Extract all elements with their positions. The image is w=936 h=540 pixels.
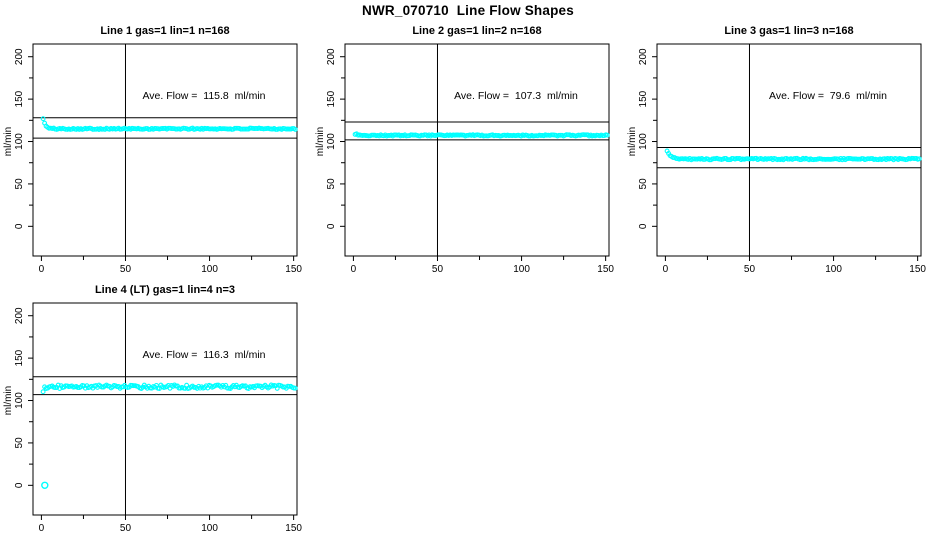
x-axis-ticks	[352, 256, 607, 261]
x-axis-labels: 0 50 100 150	[39, 523, 303, 534]
y-axis-title: ml/min	[3, 127, 14, 156]
y-tick-label: 100	[14, 392, 25, 409]
chart-title-line-3: Line 3 gas=1 lin=3 n=168	[724, 25, 854, 37]
chart-plot-area-line-1: 0 50 100 150 0 50 100 150 200 ml/min	[3, 43, 303, 275]
x-tick-label: 50	[120, 264, 132, 275]
reference-lines	[33, 44, 297, 256]
y-tick-label: 0	[14, 482, 25, 488]
x-axis-ticks	[40, 515, 295, 520]
plot-frame	[32, 43, 298, 257]
chart-plot-area-line-2: 0 50 100 150 0 50 100 150 200 ml/min	[315, 43, 615, 275]
y-axis-ticks	[28, 315, 33, 486]
chart-title-line-1: Line 1 gas=1 lin=1 n=168	[100, 25, 230, 37]
plot-frame	[656, 43, 922, 257]
chart-line-4: 0 50 100 150 0 50 100 150 200 ml/min Line 4 (LT) …	[0, 279, 312, 539]
y-tick-label: 200	[638, 48, 649, 65]
x-tick-label: 100	[201, 523, 218, 534]
x-tick-label: 50	[744, 264, 756, 275]
y-axis-title: ml/min	[3, 386, 14, 415]
y-tick-label: 200	[14, 48, 25, 65]
x-axis-labels: 0 50 100 150	[39, 264, 303, 275]
chart-line-3: 0 50 100 150 0 50 100 150 200 ml/min Line 3 gas=1…	[624, 20, 936, 280]
axes	[656, 43, 922, 257]
x-tick-label: 0	[663, 264, 669, 275]
ave-flow-annotation-line-3: Ave. Flow = 79.6 ml/min	[769, 90, 887, 102]
data-points	[352, 131, 610, 139]
y-tick-label: 0	[14, 223, 25, 229]
y-axis-labels: 0 50 100 150 200	[14, 48, 25, 229]
chart-plot-area-line-3: 0 50 100 150 0 50 100 150 200 ml/min	[627, 43, 927, 275]
y-axis-labels: 0 50 100 150 200	[638, 48, 649, 229]
y-tick-label: 150	[14, 349, 25, 366]
axes	[344, 43, 610, 257]
y-tick-label: 150	[638, 90, 649, 107]
ave-flow-annotation-line-2: Ave. Flow = 107.3 ml/min	[454, 90, 578, 102]
y-tick-label: 100	[638, 133, 649, 150]
ave-flow-annotation-line-1: Ave. Flow = 115.8 ml/min	[142, 90, 266, 102]
chart-line-1: 0 50 100 150 0 50 100 150 200 ml/min Line 1 gas=1…	[0, 20, 312, 280]
axes	[32, 302, 298, 516]
chart-line-2: 0 50 100 150 0 50 100 150 200 ml/min Line 2 gas=1…	[312, 20, 624, 280]
reference-lines	[33, 303, 297, 515]
chart-title-line-2: Line 2 gas=1 lin=2 n=168	[412, 25, 542, 37]
y-tick-label: 50	[14, 437, 25, 449]
plot-frame	[32, 302, 298, 516]
x-tick-label: 150	[909, 264, 926, 275]
y-axis-ticks	[652, 56, 657, 227]
y-tick-label: 0	[326, 223, 337, 229]
x-axis-labels: 0 50 100 150	[351, 264, 615, 275]
x-axis-ticks	[40, 256, 295, 261]
data-points	[40, 382, 298, 490]
x-tick-label: 50	[120, 523, 132, 534]
y-axis-ticks	[340, 56, 345, 227]
chart-plot-area-line-4: 0 50 100 150 0 50 100 150 200 ml/min	[3, 302, 303, 534]
x-tick-label: 100	[825, 264, 842, 275]
page-title: NWR_070710 Line Flow Shapes	[362, 3, 574, 18]
y-tick-label: 200	[326, 48, 337, 65]
y-axis-ticks	[28, 56, 33, 227]
plot-frame	[344, 43, 610, 257]
x-axis-ticks	[664, 256, 919, 261]
x-tick-label: 100	[513, 264, 530, 275]
x-tick-label: 0	[39, 523, 45, 534]
reference-lines	[657, 44, 921, 256]
y-axis-labels: 0 50 100 150 200	[14, 307, 25, 488]
axes	[32, 43, 298, 257]
reference-lines	[345, 44, 609, 256]
y-tick-label: 200	[14, 307, 25, 324]
chart-title-line-4: Line 4 (LT) gas=1 lin=4 n=3	[94, 284, 236, 296]
x-tick-label: 0	[39, 264, 45, 275]
x-tick-label: 100	[201, 264, 218, 275]
ave-flow-annotation-line-4: Ave. Flow = 116.3 ml/min	[142, 349, 266, 361]
x-tick-label: 50	[432, 264, 444, 275]
y-tick-label: 150	[14, 90, 25, 107]
y-tick-label: 50	[326, 178, 337, 190]
x-tick-label: 150	[597, 264, 614, 275]
x-tick-label: 150	[285, 523, 302, 534]
data-points	[40, 116, 298, 132]
x-tick-label: 0	[351, 264, 357, 275]
y-tick-label: 100	[14, 133, 25, 150]
x-axis-labels: 0 50 100 150	[663, 264, 927, 275]
y-tick-label: 150	[326, 90, 337, 107]
data-points	[664, 148, 922, 163]
outlier-point	[41, 481, 49, 490]
x-tick-label: 150	[285, 264, 302, 275]
y-axis-labels: 0 50 100 150 200	[326, 48, 337, 229]
y-axis-title: ml/min	[627, 127, 638, 156]
y-tick-label: 50	[638, 178, 649, 190]
y-tick-label: 0	[638, 223, 649, 229]
y-axis-title: ml/min	[315, 127, 326, 156]
y-tick-label: 100	[326, 133, 337, 150]
y-tick-label: 50	[14, 178, 25, 190]
